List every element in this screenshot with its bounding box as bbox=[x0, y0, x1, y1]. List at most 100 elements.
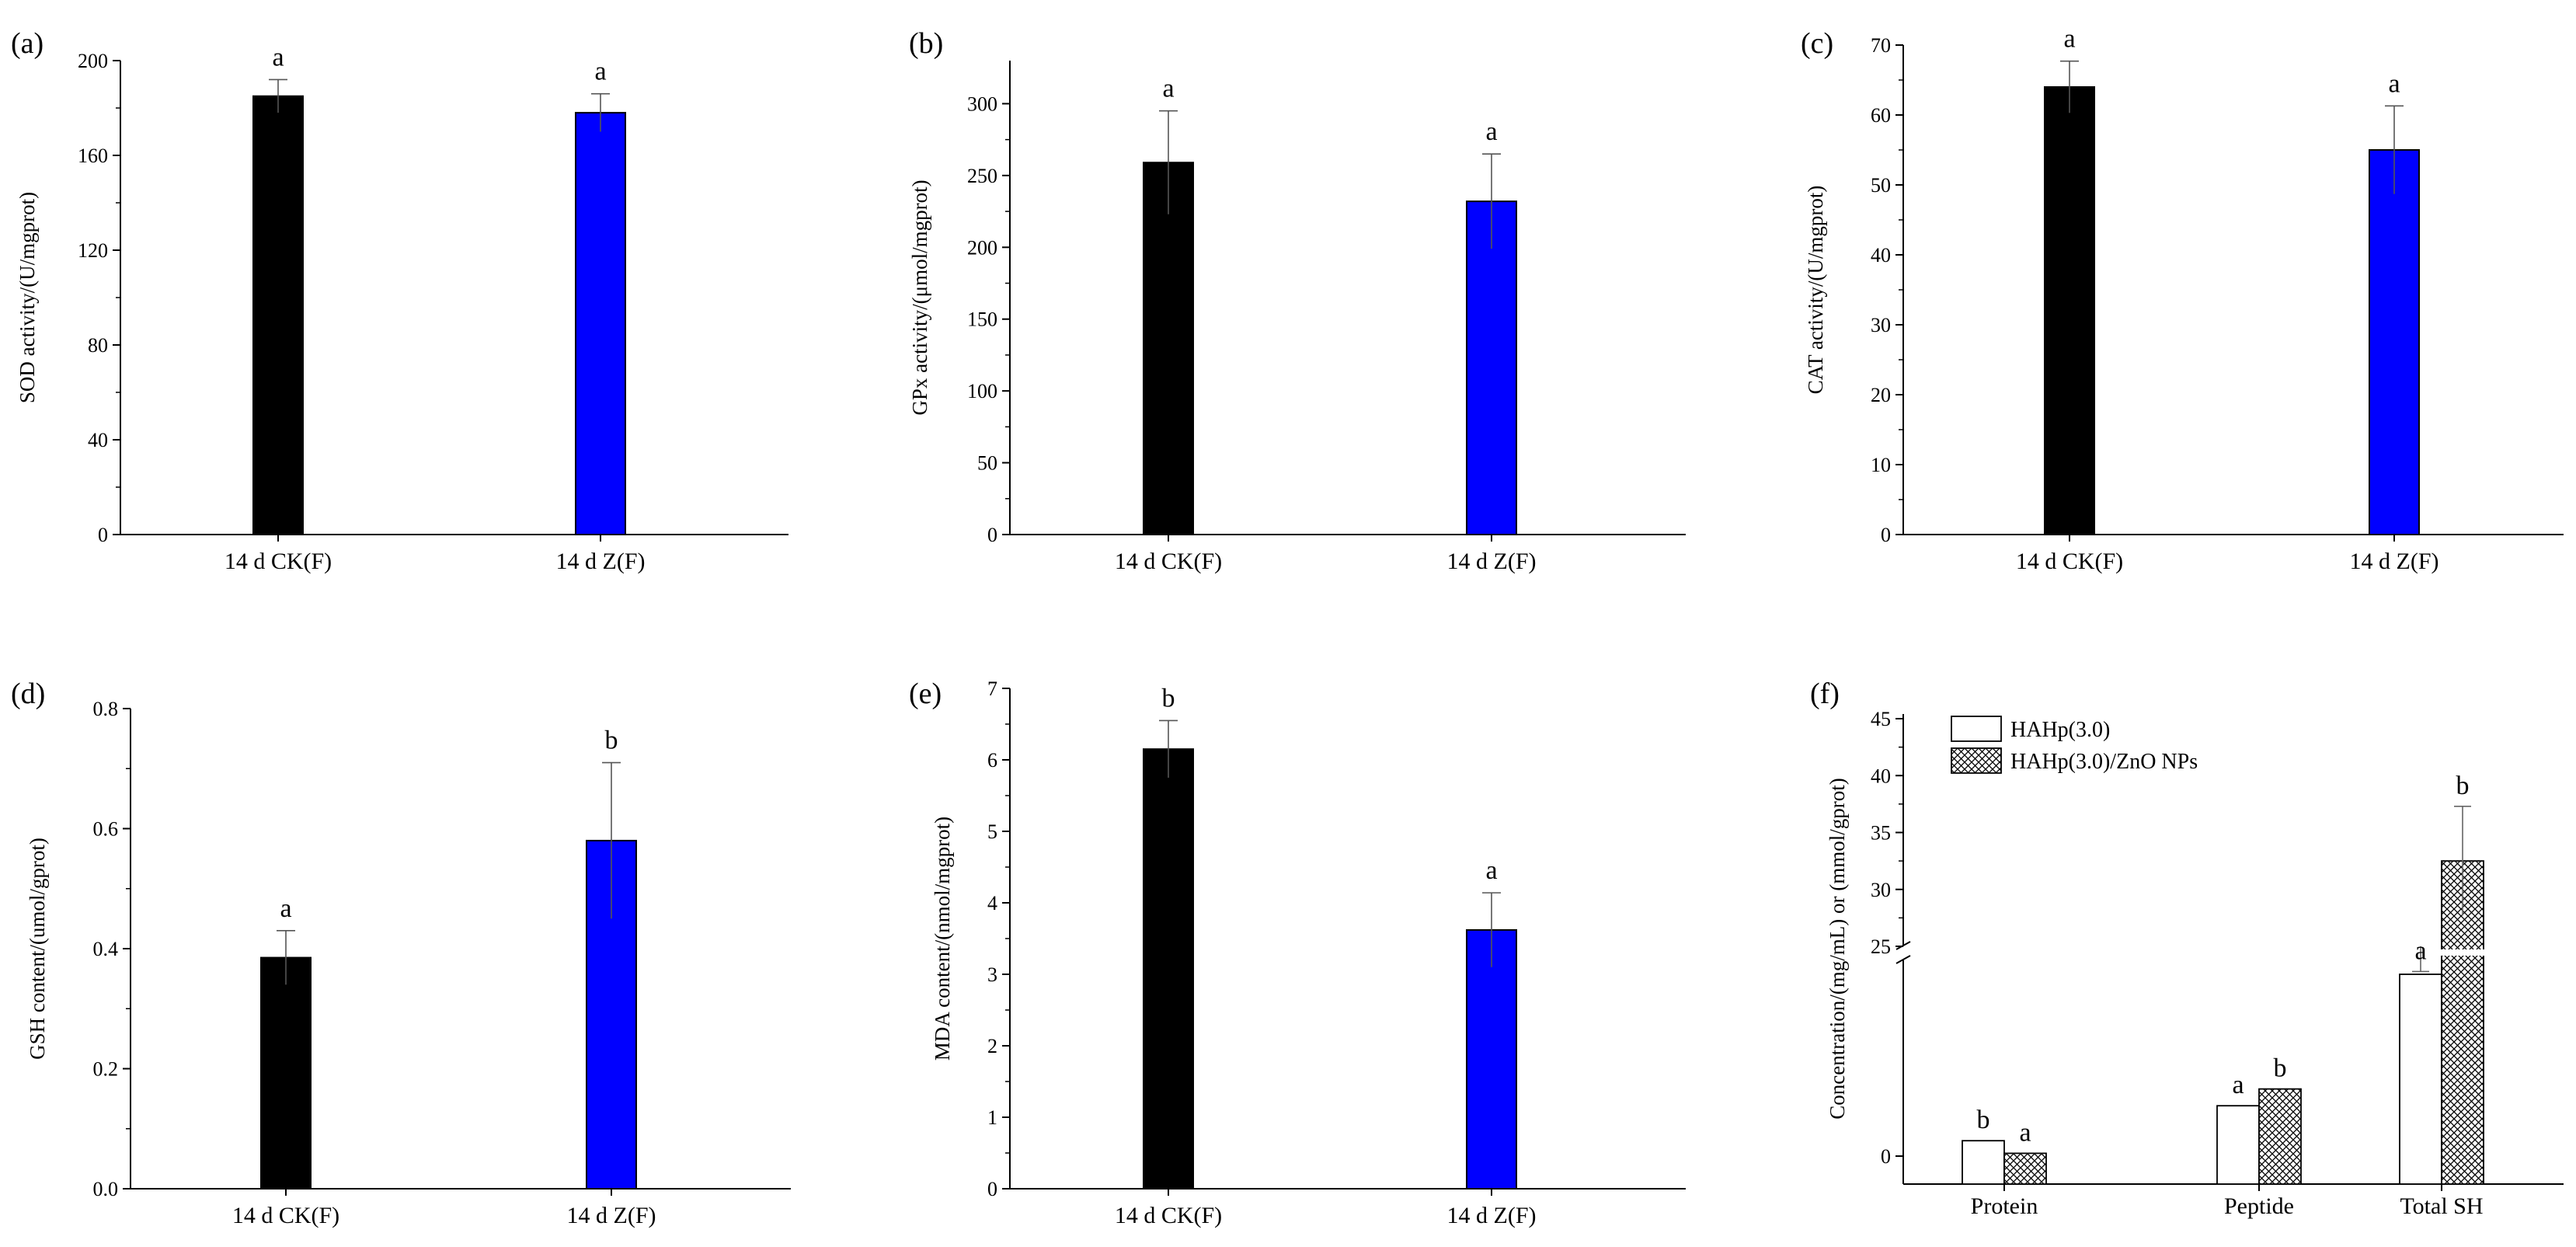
bar bbox=[2399, 974, 2442, 1185]
significance-label: b bbox=[2456, 772, 2470, 800]
x-tick-label: 14 d CK(F) bbox=[1115, 549, 1222, 574]
y-tick-label: 0.2 bbox=[93, 1058, 119, 1081]
y-tick-label: 0.8 bbox=[93, 698, 119, 720]
y-tick-label: 7 bbox=[987, 677, 997, 700]
x-tick-label: 14 d CK(F) bbox=[1115, 1203, 1222, 1228]
panel-label: (f) bbox=[1810, 677, 1840, 710]
significance-label: a bbox=[2388, 69, 2400, 98]
x-tick-label: 14 d CK(F) bbox=[232, 1203, 339, 1228]
significance-label: b bbox=[1162, 684, 1175, 712]
significance-label: a bbox=[1485, 856, 1497, 885]
y-tick-label: 0.0 bbox=[93, 1178, 119, 1200]
y-tick-label: 250 bbox=[967, 165, 997, 187]
y-tick-label: 50 bbox=[1871, 174, 1891, 197]
significance-label: a bbox=[2019, 1118, 2031, 1147]
y-tick-label: 0.4 bbox=[93, 938, 119, 960]
y-tick-label: 40 bbox=[88, 429, 108, 451]
y-tick-label: 300 bbox=[967, 92, 997, 115]
y-axis-title: SOD activity/(U/mgprot) bbox=[16, 192, 39, 403]
y-tick-label: 200 bbox=[967, 236, 997, 259]
significance-label: a bbox=[1485, 117, 1497, 146]
bar bbox=[260, 956, 312, 1190]
x-tick-label: 14 d Z(F) bbox=[1447, 1203, 1537, 1228]
y-tick-label: 4 bbox=[987, 892, 997, 914]
y-tick-label: 100 bbox=[967, 380, 997, 402]
axis-break-gap bbox=[2437, 949, 2488, 956]
x-tick-label: 14 d Z(F) bbox=[567, 1203, 656, 1228]
significance-label: a bbox=[2063, 25, 2075, 54]
significance-label: b bbox=[2274, 1054, 2287, 1083]
bar bbox=[252, 95, 304, 535]
panel-label: (d) bbox=[11, 677, 45, 710]
bar bbox=[2216, 1105, 2260, 1185]
bar bbox=[1143, 162, 1194, 535]
y-tick-label: 0 bbox=[98, 524, 108, 546]
significance-label: b bbox=[1977, 1106, 1990, 1134]
axis-break-mark bbox=[1895, 955, 1911, 964]
legend-label: HAHp(3.0) bbox=[2010, 718, 2110, 742]
significance-label: a bbox=[594, 57, 606, 86]
bar bbox=[575, 112, 626, 536]
bar bbox=[2258, 1088, 2302, 1185]
x-tick-label: Peptide bbox=[2224, 1193, 2294, 1219]
significance-label: a bbox=[272, 43, 284, 71]
y-tick-label: 70 bbox=[1871, 34, 1891, 57]
y-tick-label: 0.6 bbox=[93, 818, 119, 841]
y-tick-label: 20 bbox=[1871, 384, 1891, 406]
y-tick-label: 5 bbox=[987, 820, 997, 843]
panel-label: (c) bbox=[1801, 27, 1833, 60]
y-tick-label: 30 bbox=[1871, 314, 1891, 336]
bar bbox=[2003, 1152, 2047, 1185]
legend-swatch bbox=[1951, 716, 2002, 742]
y-tick-label: 0 bbox=[987, 524, 997, 546]
y-tick-label: 2 bbox=[987, 1035, 997, 1057]
x-tick-label: 14 d CK(F) bbox=[2016, 549, 2123, 574]
panel-label: (e) bbox=[909, 677, 942, 710]
bar bbox=[2369, 149, 2420, 535]
bar bbox=[1466, 928, 1517, 1190]
y-tick-label: 160 bbox=[78, 145, 108, 167]
x-tick-label: 14 d Z(F) bbox=[556, 549, 646, 574]
y-tick-label: 35 bbox=[1871, 822, 1891, 845]
legend-label: HAHp(3.0)/ZnO NPs bbox=[2010, 750, 2198, 774]
y-axis-title: CAT activity/(U/mgprot) bbox=[1804, 186, 1827, 395]
y-axis-title: MDA content/(nmol/mgprot) bbox=[931, 817, 954, 1061]
y-tick-label: 120 bbox=[78, 239, 108, 262]
y-tick-label: 40 bbox=[1871, 244, 1891, 266]
y-tick-label: 50 bbox=[977, 452, 997, 475]
y-axis-title: Concentration/(mg/mL) or (mmol/gprot) bbox=[1826, 778, 1849, 1119]
y-axis-title: GSH content/(umol/gprot) bbox=[26, 838, 49, 1060]
x-tick-label: 14 d CK(F) bbox=[225, 549, 332, 574]
significance-label: a bbox=[1162, 75, 1174, 103]
y-tick-label: 0 bbox=[987, 1178, 997, 1200]
y-axis-title: GPx activity/(μmol/mgprot) bbox=[908, 179, 931, 415]
y-tick-label: 45 bbox=[1871, 708, 1891, 730]
y-tick-label: 6 bbox=[987, 749, 997, 772]
panel-label: (b) bbox=[909, 27, 943, 60]
y-tick-label: 150 bbox=[967, 308, 997, 331]
x-tick-label: 14 d Z(F) bbox=[1447, 549, 1537, 574]
significance-label: a bbox=[2232, 1071, 2244, 1099]
x-tick-label: Protein bbox=[1971, 1193, 2038, 1219]
panel-label: (a) bbox=[11, 27, 44, 60]
y-tick-label: 0 bbox=[1881, 1145, 1891, 1168]
legend-swatch bbox=[1951, 747, 2002, 774]
x-tick-label: Total SH bbox=[2400, 1193, 2483, 1219]
significance-label: a bbox=[280, 894, 291, 923]
y-tick-label: 60 bbox=[1871, 104, 1891, 127]
y-tick-label: 3 bbox=[987, 963, 997, 986]
bar bbox=[1466, 200, 1517, 535]
y-tick-label: 80 bbox=[88, 334, 108, 357]
bar bbox=[1962, 1140, 2005, 1185]
significance-label: b bbox=[605, 726, 618, 755]
x-tick-label: 14 d Z(F) bbox=[2350, 549, 2439, 574]
y-tick-label: 10 bbox=[1871, 454, 1891, 476]
y-tick-label: 200 bbox=[78, 50, 108, 72]
y-tick-label: 25 bbox=[1871, 935, 1891, 958]
bar bbox=[1143, 748, 1194, 1190]
significance-label: a bbox=[2414, 936, 2426, 965]
y-tick-label: 1 bbox=[987, 1106, 997, 1129]
chart-root: (a)SOD activity/(U/mgprot)04080120160200… bbox=[11, 25, 2564, 1228]
y-tick-label: 0 bbox=[1881, 524, 1891, 546]
